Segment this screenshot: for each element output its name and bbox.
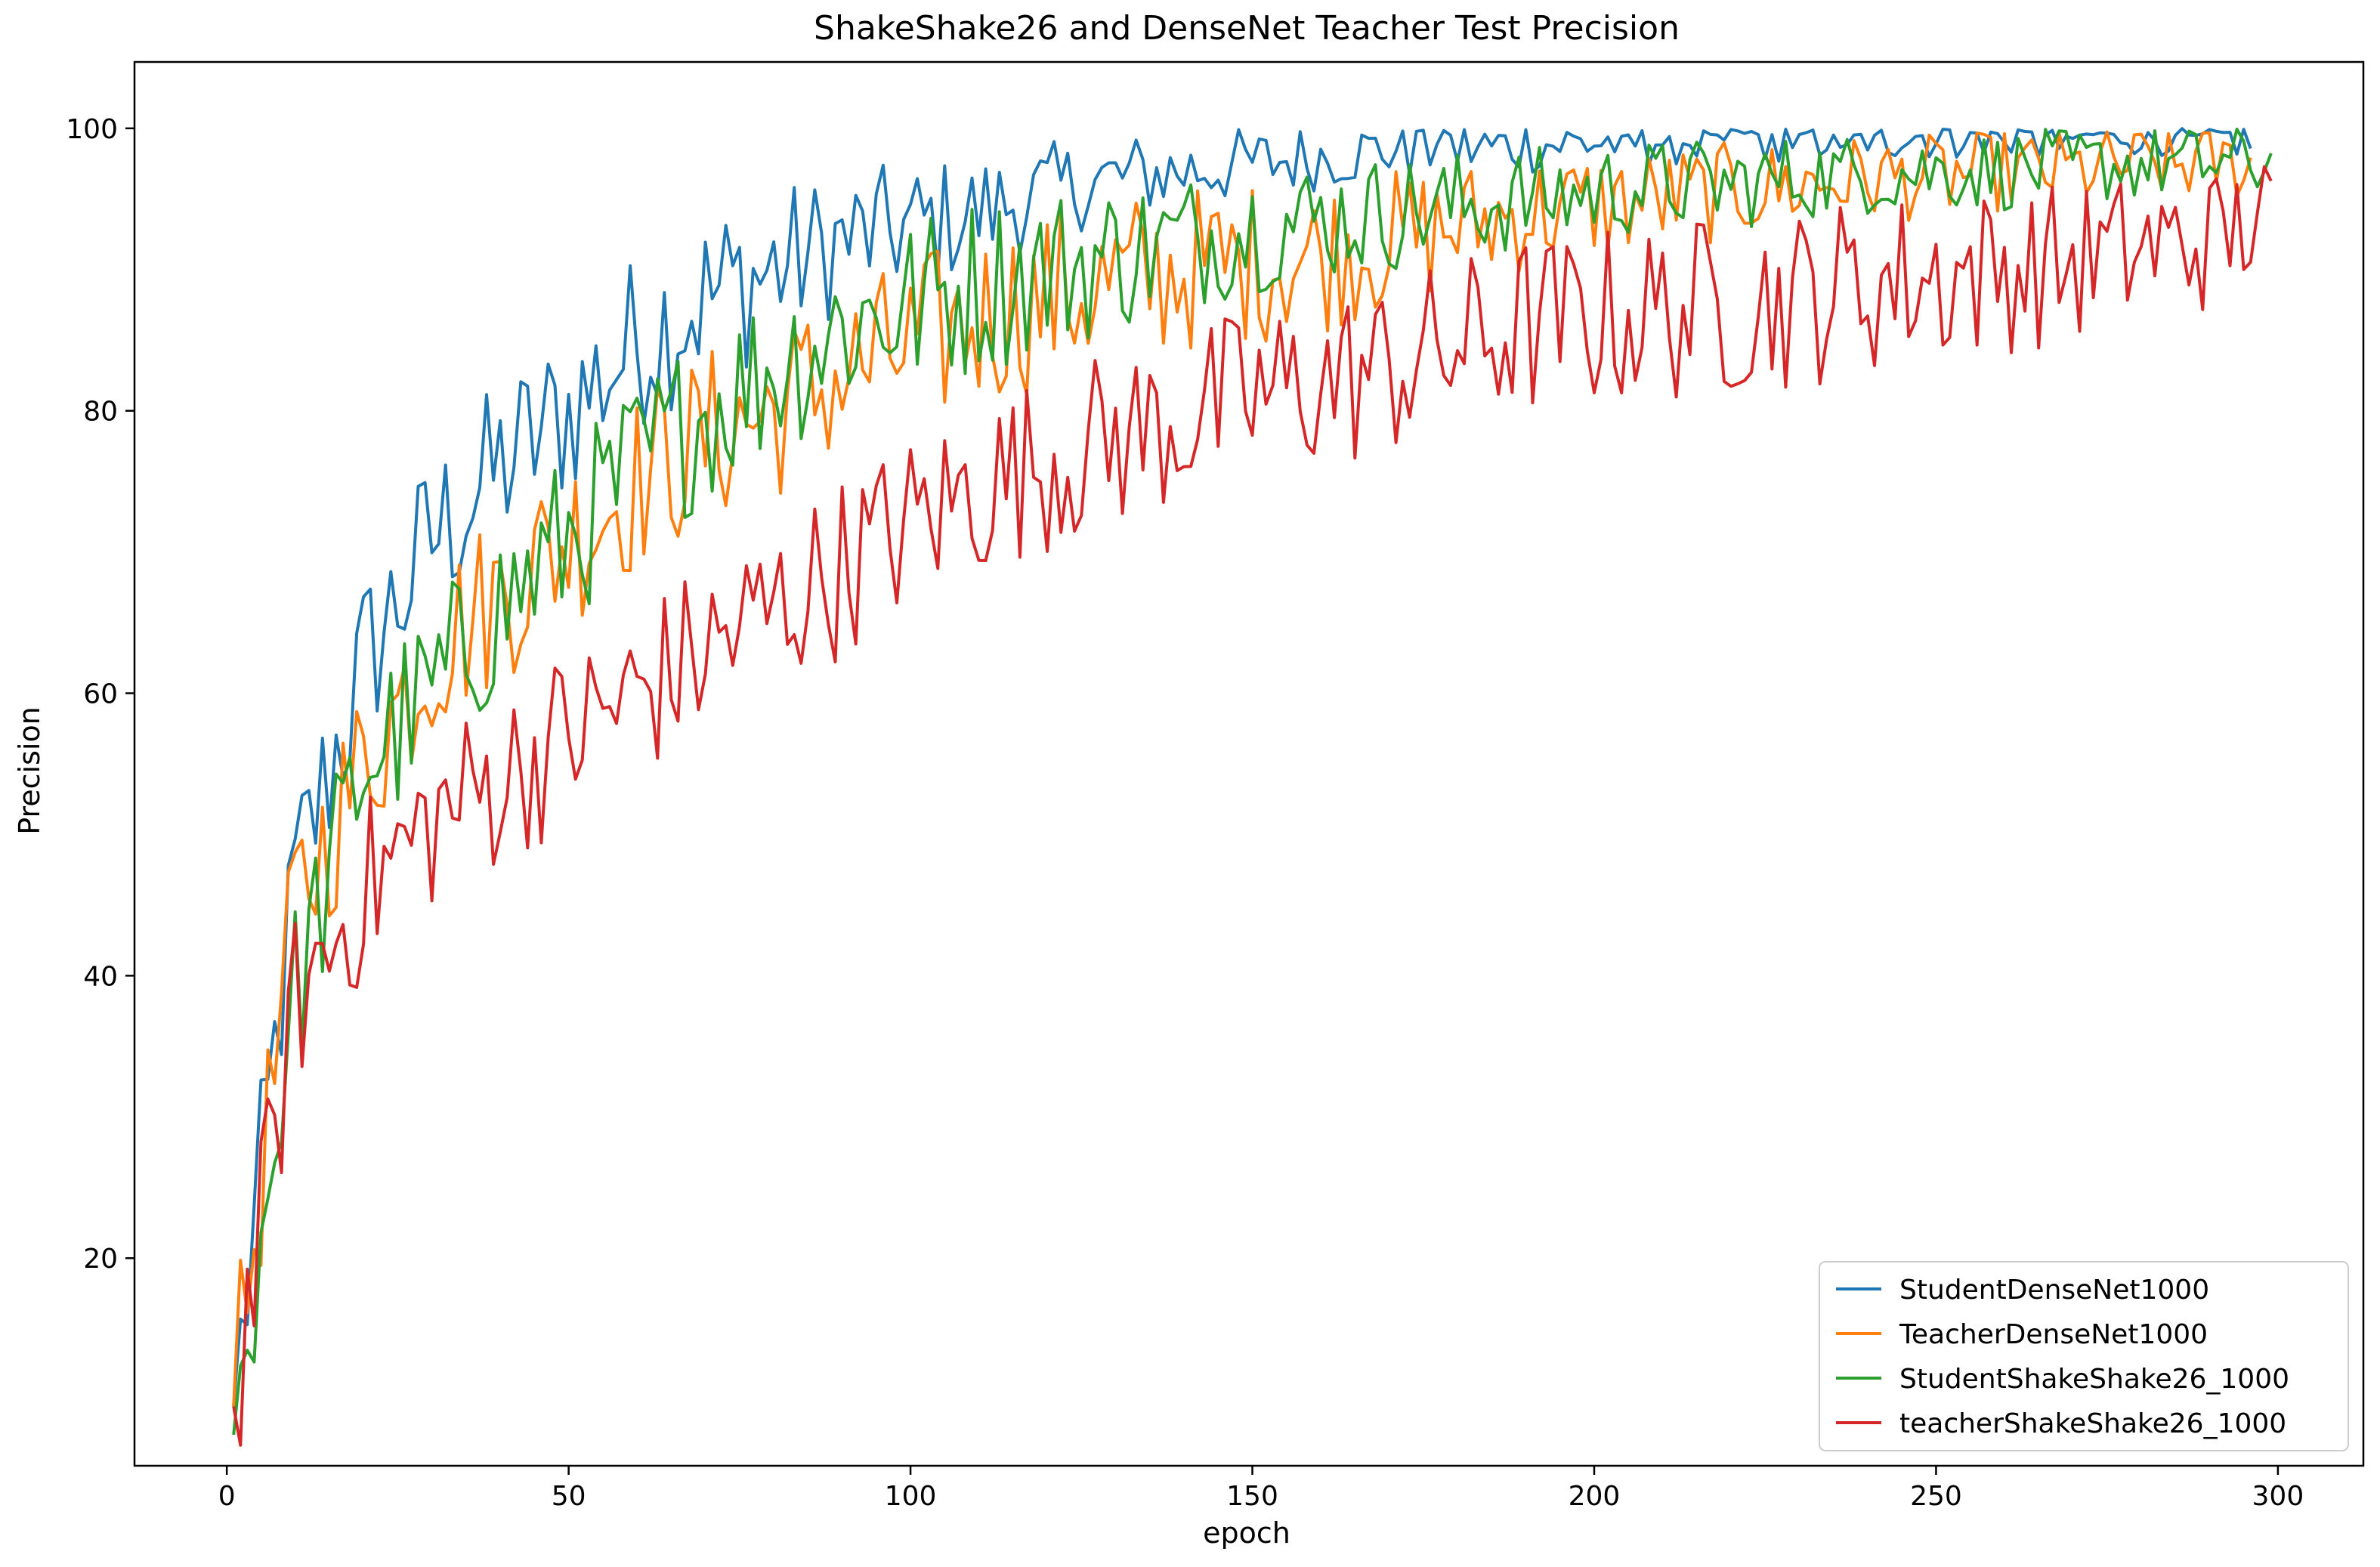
series-line-teachershakeshake26-1000 [232, 165, 2273, 1447]
x-tick-label: 250 [1910, 1481, 1962, 1512]
series-line-studentshakeshake26-1000 [232, 128, 2273, 1436]
y-tick-label: 60 [83, 679, 118, 710]
legend-label-teachershakeshake26-1000: teacherShakeShake26_1000 [1899, 1408, 2286, 1439]
x-tick-label: 50 [552, 1481, 586, 1512]
y-tick-label: 100 [66, 114, 118, 145]
axes: 0 50 100 150 200 250 300 20 40 60 80 100 [66, 60, 2365, 1512]
y-tick-label: 80 [83, 397, 118, 428]
axes-frame [133, 60, 2365, 1467]
series-line-studentdensenet1000 [232, 127, 2252, 1407]
x-tick-label: 150 [1226, 1481, 1278, 1512]
x-tick-label: 0 [218, 1481, 236, 1512]
legend-label-studentshakeshake26-1000: StudentShakeShake26_1000 [1899, 1364, 2289, 1395]
series-line-teacherdensenet1000 [232, 130, 2252, 1407]
x-tick-label: 300 [2252, 1481, 2304, 1512]
series-group [232, 127, 2273, 1447]
legend: StudentDenseNet1000 TeacherDenseNet1000 St… [1819, 1261, 2349, 1451]
x-tick-label: 100 [885, 1481, 937, 1512]
x-tick-label: 200 [1569, 1481, 1621, 1512]
chart-title: ShakeShake26 and DenseNet Teacher Test P… [814, 9, 1680, 48]
y-tick-label: 40 [83, 961, 118, 992]
legend-box [1819, 1261, 2349, 1451]
y-tick-label: 20 [83, 1244, 118, 1275]
x-axis-label: epoch [1203, 1516, 1290, 1550]
legend-label-teacherdensenet1000: TeacherDenseNet1000 [1899, 1319, 2208, 1350]
y-axis-label: Precision [13, 706, 46, 835]
legend-label-studentdensenet1000: StudentDenseNet1000 [1899, 1275, 2209, 1306]
